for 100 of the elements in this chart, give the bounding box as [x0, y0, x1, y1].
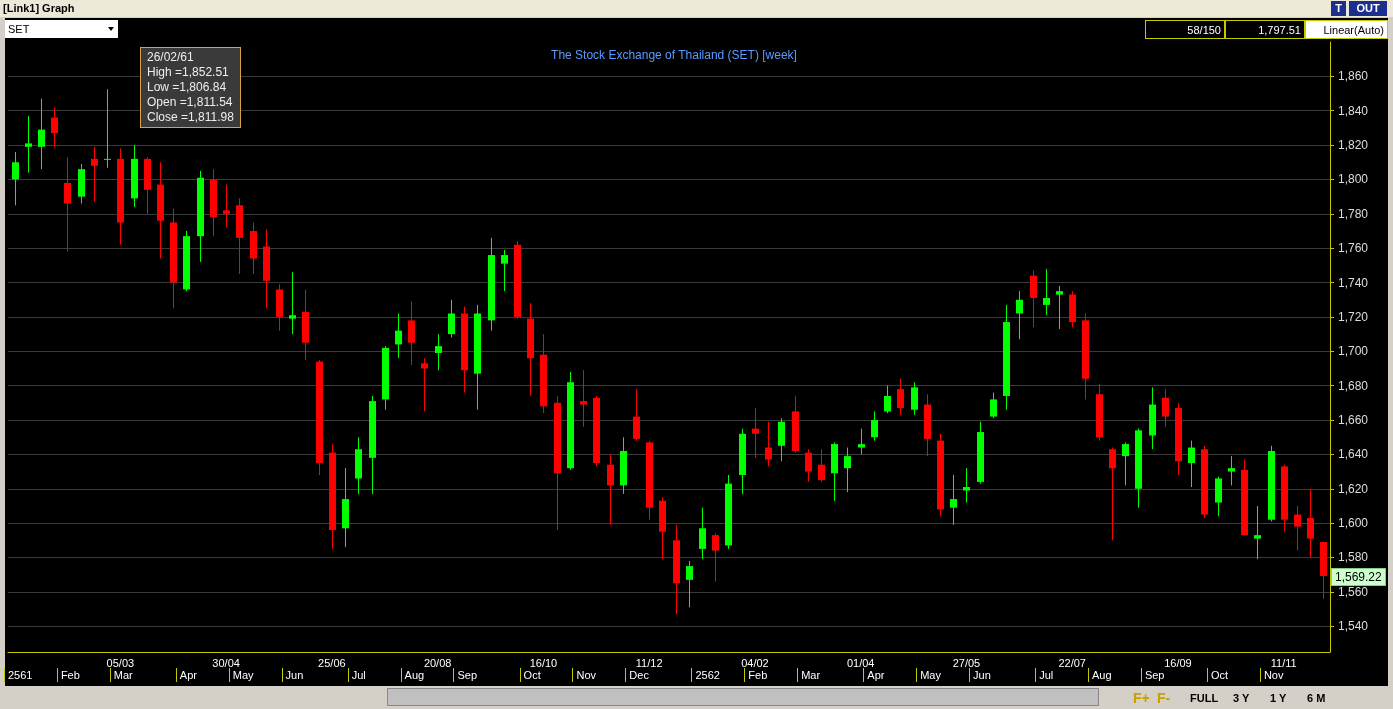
- text: Jun: [281, 668, 348, 682]
- y-tick-label: 1,820: [1338, 138, 1369, 153]
- text: F+: [1133, 690, 1150, 706]
- candlestick: [51, 106, 58, 148]
- text: 3 Y: [1233, 691, 1250, 706]
- text: F-: [1157, 690, 1171, 706]
- candlestick: [1294, 505, 1301, 552]
- text: SET: [5, 20, 118, 38]
- annotation: Low =1,806.84: [147, 80, 228, 95]
- candlestick: [421, 357, 428, 412]
- candlestick: [408, 300, 415, 366]
- text: 6 M: [1307, 691, 1326, 706]
- x-tick-label: 05/03: [106, 656, 135, 669]
- text: Sep: [453, 668, 520, 682]
- text: OUT: [1349, 1, 1387, 16]
- x-tick-label: 30/04: [212, 656, 240, 669]
- y-tick-label: 1,860: [1338, 69, 1369, 84]
- candlestick: [25, 115, 32, 174]
- annotation: Close =1,811.98: [147, 110, 234, 125]
- text: T: [1331, 1, 1346, 16]
- candlestick: [12, 151, 19, 206]
- candlestick: [911, 381, 918, 416]
- text: Nov: [572, 668, 626, 682]
- y-tick-label: 1,660: [1338, 413, 1369, 428]
- candlestick: [1109, 447, 1116, 541]
- candlestick: [699, 507, 706, 560]
- text: 2562: [691, 668, 745, 682]
- candlestick: [950, 474, 957, 526]
- candlestick: [580, 369, 587, 428]
- text: Linear(Auto): [1305, 20, 1388, 39]
- candlestick: [448, 299, 455, 339]
- annotation: 26/02/61: [147, 50, 195, 65]
- y-tick-label: 1,700: [1338, 344, 1369, 359]
- candlestick: [712, 532, 719, 583]
- candlestick: [844, 447, 851, 493]
- text: FULL: [1190, 691, 1219, 706]
- text: Oct: [519, 668, 573, 682]
- candlestick: [1030, 270, 1037, 328]
- candlestick: [884, 385, 891, 414]
- candlestick: [1307, 488, 1314, 558]
- candlestick: [223, 184, 230, 229]
- candlestick: [752, 407, 759, 459]
- annotation: Open =1,811.54: [147, 95, 234, 110]
- candlestick: [91, 146, 98, 203]
- text: Mar: [797, 668, 864, 682]
- text: 1,569.22: [1331, 568, 1386, 587]
- candlestick: [38, 98, 45, 170]
- candlestick: [633, 388, 640, 442]
- text: Nov: [1259, 668, 1330, 682]
- text: Jul: [1035, 668, 1089, 682]
- candlestick: [64, 156, 71, 253]
- y-tick-label: 1,640: [1338, 447, 1369, 462]
- candlestick: [1162, 388, 1169, 428]
- x-tick-label: 25/06: [318, 656, 346, 669]
- x-tick-label: 01/04: [846, 656, 875, 669]
- candlestick: [395, 312, 402, 359]
- y-tick-label: 1,780: [1338, 206, 1369, 221]
- y-tick-label: 1,720: [1338, 309, 1369, 324]
- x-tick-label: 27/05: [952, 656, 981, 669]
- text: 58/150: [1145, 20, 1225, 39]
- candlestick: [1254, 505, 1261, 560]
- candlestick: [1043, 268, 1050, 316]
- candlestick: [858, 428, 865, 455]
- text: Apr: [175, 668, 229, 682]
- y-tick-label: 1,680: [1338, 378, 1369, 393]
- text: The Stock Exchange of Thailand (SET) [week]: [551, 48, 797, 62]
- x-tick-label: 16/10: [529, 656, 558, 669]
- candlestick: [1016, 290, 1023, 340]
- candlestick: [1228, 455, 1235, 486]
- y-tick-label: 1,740: [1338, 275, 1369, 290]
- text: Sep: [1140, 668, 1207, 682]
- text: Feb: [56, 668, 110, 682]
- text: [Link1] Graph: [3, 1, 75, 15]
- text: Jun: [969, 668, 1036, 682]
- text: Dec: [625, 668, 692, 682]
- y-tick-label: 1,560: [1338, 584, 1369, 599]
- x-tick-label: 22/07: [1058, 656, 1086, 669]
- text: Jul: [347, 668, 401, 682]
- candlestick: [871, 410, 878, 442]
- candlestick: [1056, 285, 1063, 330]
- x-tick-label: 11/12: [635, 656, 663, 669]
- candlestick: [818, 448, 825, 483]
- x-tick-label: 11/11: [1270, 656, 1297, 669]
- candlestick: [289, 271, 296, 335]
- candlestick: [805, 448, 812, 483]
- candlestick: [897, 378, 904, 416]
- y-tick-label: 1,600: [1338, 516, 1369, 531]
- text: Apr: [863, 668, 917, 682]
- text: Feb: [744, 668, 798, 682]
- x-tick-label: 20/08: [423, 656, 452, 669]
- annotation: High =1,852.51: [147, 65, 230, 80]
- text: 1 Y: [1270, 691, 1287, 706]
- text: May: [916, 668, 970, 682]
- text: 1,797.51: [1225, 20, 1305, 39]
- text: Aug: [400, 668, 454, 682]
- candlestick: [1188, 440, 1195, 488]
- candlestick: [765, 421, 772, 467]
- y-tick-label: 1,760: [1338, 241, 1369, 256]
- candlestick: [435, 333, 442, 371]
- y-tick-label: 1,800: [1338, 172, 1369, 187]
